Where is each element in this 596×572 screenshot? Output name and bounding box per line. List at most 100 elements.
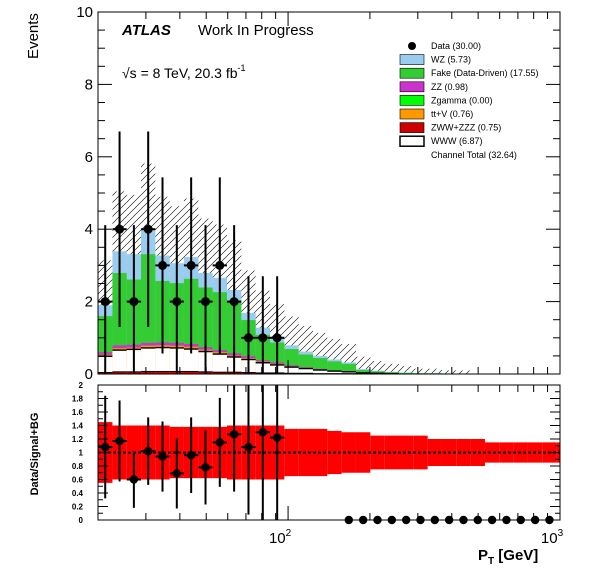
data-point <box>115 224 125 234</box>
stack-bar-fake-data-driven- <box>341 363 356 374</box>
legend-swatch <box>399 122 425 133</box>
stack-bar-www <box>298 368 313 374</box>
uncertainty-hatch-bin <box>413 368 428 374</box>
data-point <box>243 333 253 343</box>
atlas-label: ATLAS <box>121 22 171 39</box>
x-tick-label: 102 <box>269 528 292 547</box>
stack-bar-fake-data-driven- <box>355 370 371 374</box>
ratio-uncertainty-bin <box>499 442 514 463</box>
ratio-y-axis-label: Data/Signal+BG <box>29 413 41 496</box>
data-points-layer <box>98 131 285 374</box>
data-point <box>186 260 196 270</box>
uncertainty-hatch-bin <box>384 363 399 374</box>
ratio-point <box>201 463 210 472</box>
energy-lumi-sup: -1 <box>238 63 246 73</box>
energy-lumi-text: √s = 8 TeV, 20.3 fb <box>122 65 238 81</box>
ratio-uncertainty-bin <box>384 435 399 470</box>
ratio-uncertainty-bin <box>470 439 485 466</box>
ratio-y-tick-label: 1.8 <box>72 395 84 404</box>
x-tick-label-exp: 2 <box>286 528 292 539</box>
x-axis-label-sub: T <box>488 556 494 567</box>
legend-label: ZWW+ZZZ (0.75) <box>431 123 501 133</box>
ratio-y-tick-label: 1.4 <box>72 422 84 431</box>
stack-bar-www <box>141 347 156 374</box>
uncertainty-hatch-bin <box>441 370 457 374</box>
ratio-y-tick-label: 1.6 <box>72 408 84 417</box>
data-point <box>215 260 225 270</box>
legend-swatch <box>399 81 425 93</box>
legend-swatch <box>399 54 425 65</box>
y-tick-label: 8 <box>85 76 93 93</box>
y-axis-label: Events <box>25 13 42 59</box>
x-tick-label-exp: 3 <box>558 528 564 539</box>
stack-bar-zww-zzz <box>155 371 170 374</box>
x-tick-label-base: 10 <box>541 530 558 547</box>
x-axis-label-unit: [GeV] <box>494 547 538 564</box>
legend: Data (30.00) WZ (5.73) Fake (Data-Driven) … <box>399 41 539 160</box>
data-point <box>143 224 153 234</box>
ratio-y-tick-label: 0.4 <box>72 489 84 498</box>
ratio-axis-ticks: 0 0.2 0.4 0.6 0.8 1 1.2 1.4 1.6 1.8 2 <box>72 381 561 525</box>
ratio-point <box>144 446 153 456</box>
stack-bar-zww-zzz <box>183 371 199 374</box>
data-point <box>201 297 211 307</box>
stack-bar-www <box>183 349 199 374</box>
ratio-point <box>158 452 167 461</box>
ratio-point <box>272 433 282 442</box>
ratio-y-tick-label: 2 <box>79 381 84 390</box>
ratio-y-tick-label: 1.2 <box>72 435 84 444</box>
y-tick-label: 4 <box>85 221 93 238</box>
data-point <box>129 297 139 307</box>
stack-bar-zww-zzz <box>112 371 127 374</box>
energy-lumi-label: √s = 8 TeV, 20.3 fb-1 <box>122 63 246 81</box>
x-axis-label: PT [GeV] <box>478 547 538 567</box>
stack-bar-www <box>327 371 342 374</box>
ratio-y-tick-label: 0 <box>79 516 84 525</box>
y-tick-label: 6 <box>85 149 93 166</box>
ratio-uncertainty-bin <box>484 442 500 463</box>
x-tick-label: 103 <box>541 528 564 547</box>
ratio-point <box>129 475 139 484</box>
legend-swatch <box>399 67 425 79</box>
data-point <box>272 333 282 343</box>
ratio-point <box>186 451 196 460</box>
ratio-point <box>172 469 182 478</box>
y-tick-label: 0 <box>85 366 93 383</box>
ratio-point <box>115 436 124 446</box>
legend-swatch <box>399 135 425 147</box>
ratio-point <box>215 438 224 447</box>
ratio-uncertainty-bin <box>284 428 299 477</box>
stack-bar-www <box>312 370 328 374</box>
legend-label: WWW (6.87) <box>431 136 483 146</box>
stack-bar-www <box>212 354 227 374</box>
uncertainty-hatch-bin <box>456 370 471 374</box>
uncertainty-hatch-bin <box>398 366 414 374</box>
y-tick-label: 10 <box>76 4 93 21</box>
stack-bar-fake-data-driven- <box>398 372 414 374</box>
legend-label: Data (30.00) <box>431 41 481 51</box>
stack-bar-www <box>112 350 127 374</box>
legend-data-marker <box>408 42 416 50</box>
legend-channel-total: Channel Total (32.64) <box>431 150 517 160</box>
ratio-point <box>258 428 268 437</box>
ratio-y-tick-label: 0.6 <box>72 476 84 485</box>
legend-label: Fake (Data-Driven) (17.55) <box>431 68 539 78</box>
data-point <box>229 297 239 307</box>
legend-label: WZ (5.73) <box>431 55 471 65</box>
ratio-uncertainty-bin <box>370 435 385 470</box>
data-point <box>158 260 168 270</box>
stack-bar-zww-zzz <box>141 371 156 374</box>
x-tick-labels: 102 103 <box>269 528 564 547</box>
stack-bar-www <box>341 371 356 374</box>
x-tick-label-base: 10 <box>269 530 286 547</box>
status-label: Work In Progress <box>198 22 314 39</box>
data-point <box>258 333 268 343</box>
stack-bar-zww-zzz <box>212 372 227 374</box>
legend-label: Zgamma (0.00) <box>431 95 493 105</box>
ratio-y-tick-label: 1 <box>79 449 84 458</box>
legend-swatch <box>399 108 425 120</box>
ratio-uncertainty-bin <box>398 435 414 470</box>
data-point <box>172 297 182 307</box>
legend-label: ZZ (0.98) <box>431 82 468 92</box>
